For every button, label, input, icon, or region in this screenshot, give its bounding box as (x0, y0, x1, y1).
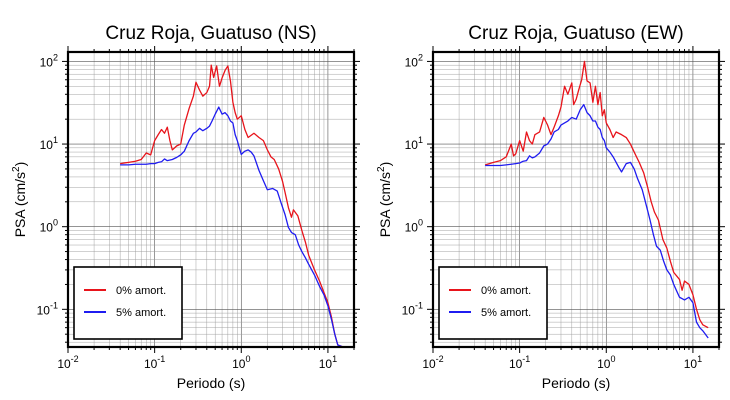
series-line-undamped (484, 60, 709, 329)
y-tick-label: 100 (40, 218, 58, 235)
legend: 0% amort. 5% amort. (438, 266, 548, 340)
chart-1: 10-2 10-1 100 101 10-1 100 101 102 Cruz Roja, Gu… (11, 23, 360, 391)
x-axis-label: Periodo (s) (177, 375, 245, 391)
y-tick-label: 102 (40, 52, 58, 69)
x-tick-label: 10-1 (144, 354, 165, 371)
y-tick-label: 101 (405, 135, 423, 152)
x-tick-label: 10-1 (509, 354, 530, 371)
series-group (120, 64, 344, 347)
chart-2: 10-2 10-1 100 101 10-1 100 101 102 Cruz Roja, Gu… (376, 23, 725, 391)
x-tick-label: 10-2 (57, 354, 78, 371)
y-tick-label: 10-1 (402, 300, 423, 317)
legend-entry: 0% amort. (481, 285, 531, 297)
x-tick-label: 101 (684, 354, 702, 371)
y-tick-label: 10-1 (37, 300, 58, 317)
legend-entry: 5% amort. (116, 307, 166, 319)
y-axis-label: PSA (cm/s2) (11, 162, 28, 238)
x-axis-label: Periodo (s) (542, 375, 610, 391)
x-tick-label: 100 (597, 354, 615, 371)
legend-entry: 5% amort. (481, 307, 531, 319)
plot-frame (431, 50, 721, 349)
series-group (484, 60, 709, 339)
series-line-undamped (120, 64, 344, 347)
chart-title: Cruz Roja, Guatuso (NS) (105, 23, 316, 44)
x-tick-label: 100 (232, 354, 250, 371)
legend-entry: 0% amort. (116, 285, 166, 297)
x-tick-label: 101 (319, 354, 337, 371)
series-line-damped (485, 103, 709, 339)
y-tick-label: 101 (40, 135, 58, 152)
y-tick-label: 102 (405, 52, 423, 69)
legend-box (73, 266, 183, 340)
legend-box (438, 266, 548, 340)
chart-title: Cruz Roja, Guatuso (EW) (468, 23, 683, 44)
series-line-damped (120, 106, 344, 347)
y-tick-label: 100 (405, 218, 423, 235)
y-axis-label: PSA (cm/s2) (376, 162, 393, 238)
plot-frame (66, 50, 356, 349)
x-tick-label: 10-2 (422, 354, 443, 371)
legend: 0% amort. 5% amort. (73, 266, 183, 340)
